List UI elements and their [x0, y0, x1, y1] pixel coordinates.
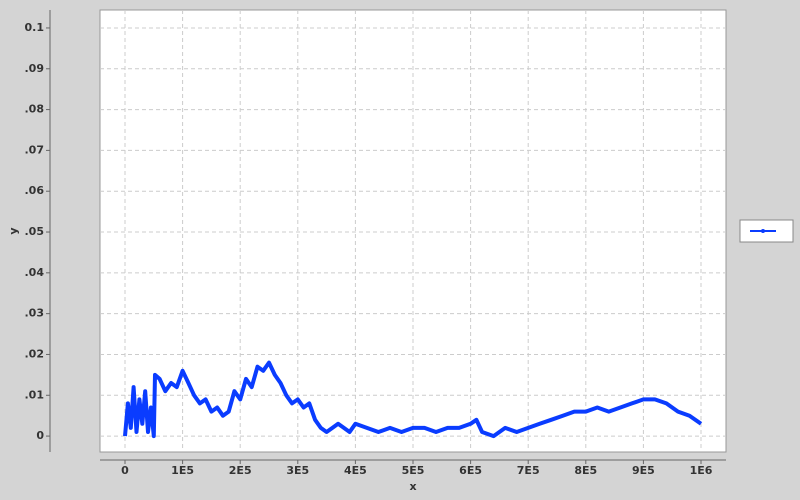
y-tick-label: 0.1	[25, 21, 45, 34]
x-tick-label: 8E5	[574, 464, 597, 477]
x-tick-label: 4E5	[344, 464, 367, 477]
y-tick-label: .05	[25, 225, 45, 238]
x-tick-label: 9E5	[632, 464, 655, 477]
series-line	[123, 360, 703, 439]
legend-marker	[761, 229, 765, 233]
y-tick-label: .02	[25, 347, 45, 360]
y-tick-label: .08	[25, 103, 45, 116]
x-tick-label: 3E5	[286, 464, 309, 477]
x-tick-label: 1E5	[171, 464, 194, 477]
y-tick-label: .03	[25, 307, 45, 320]
x-tick-label: 5E5	[402, 464, 425, 477]
x-tick-label: 7E5	[517, 464, 540, 477]
y-tick-label: .07	[25, 143, 45, 156]
x-tick-label: 6E5	[459, 464, 482, 477]
x-tick-label: 1E6	[690, 464, 713, 477]
y-tick-label: .04	[25, 266, 45, 279]
x-tick-label: 2E5	[229, 464, 252, 477]
y-tick-label: .01	[25, 388, 45, 401]
y-tick-label: 0	[36, 429, 44, 442]
y-axis-label: y	[7, 227, 20, 234]
y-tick-label: .06	[25, 184, 45, 197]
x-tick-label: 0	[121, 464, 129, 477]
x-axis-label: x	[409, 480, 416, 493]
y-tick-label: .09	[25, 62, 45, 75]
